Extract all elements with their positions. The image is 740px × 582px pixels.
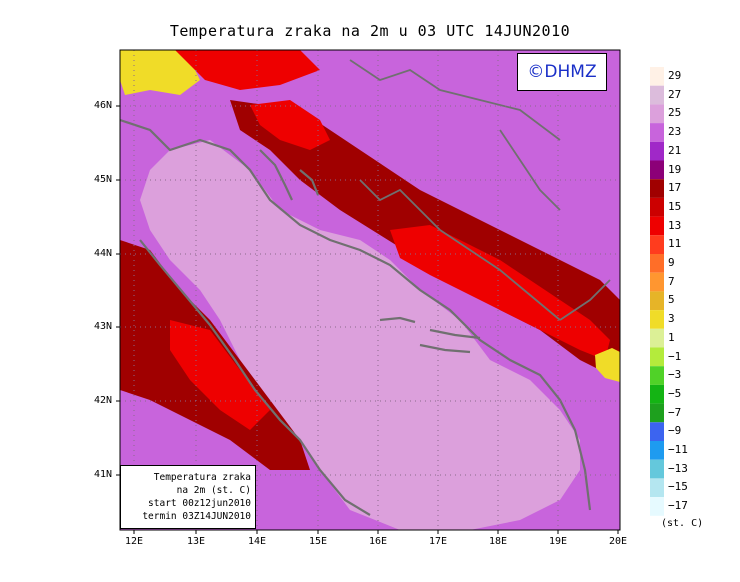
legend-swatch	[650, 328, 664, 348]
warm-zone-north	[175, 50, 320, 90]
legend-label: −3	[668, 368, 682, 382]
legend-swatch	[650, 422, 664, 441]
info-variable: Temperatura zraka	[153, 472, 251, 483]
lon-label-15e: 15E	[308, 536, 328, 547]
legend-label: −13	[668, 461, 688, 475]
lat-label-45n: 45N	[94, 174, 113, 185]
legend-label: 3	[668, 312, 675, 326]
legend-label: 5	[668, 293, 675, 307]
country-borders	[349, 59, 611, 321]
lon-label-16e: 16E	[368, 536, 388, 547]
lat-lon-grid	[120, 50, 620, 530]
lat-label-42n: 42N	[94, 395, 113, 406]
legend-swatch	[650, 384, 664, 404]
legend-unit: (st. C)	[661, 518, 704, 529]
hot-zone-istria	[250, 100, 330, 150]
lat-label-43n: 43N	[94, 321, 113, 332]
very-hot-spot-alps	[120, 50, 200, 95]
legend-swatch	[650, 478, 664, 498]
legend-label: 21	[668, 143, 682, 157]
legend-label: −15	[668, 480, 688, 494]
lon-label-17e: 17E	[428, 536, 448, 547]
legend-swatch	[650, 235, 664, 254]
legend-label: −1	[668, 349, 682, 363]
lat-label-46n: 46N	[94, 100, 113, 111]
axis-ticks	[116, 105, 619, 534]
hot-zone-italy	[170, 320, 270, 430]
legend-swatch	[650, 179, 664, 198]
legend-label: 27	[668, 87, 682, 101]
lon-label-14e: 14E	[247, 536, 267, 547]
legend-label: 9	[668, 256, 675, 269]
legend-swatch	[650, 403, 664, 423]
lon-label-12e: 12E	[124, 536, 144, 547]
legend-swatch	[650, 216, 664, 236]
legend-label: 29	[668, 69, 682, 82]
legend-label: 1	[668, 330, 675, 344]
legend-label: 23	[668, 125, 682, 139]
plot-frame	[119, 49, 621, 531]
dhmz-logo: ©DHMZ	[517, 53, 607, 91]
lat-label-41n: 41N	[94, 469, 113, 480]
legend-label: 11	[668, 237, 682, 251]
legend-swatch	[650, 310, 664, 329]
legend-color-bar	[650, 67, 664, 516]
legend-label: −7	[668, 405, 682, 419]
legend-label: 13	[668, 218, 682, 232]
legend-label: 25	[668, 106, 682, 120]
legend-swatch	[650, 347, 664, 367]
legend-swatch	[650, 254, 664, 273]
legend-label: −11	[668, 443, 688, 456]
legend-label: 17	[668, 181, 682, 195]
legend-label: 7	[668, 274, 675, 288]
lon-label-19e: 19E	[548, 536, 568, 547]
lon-label-18e: 18E	[488, 536, 508, 547]
legend-label: −17	[668, 499, 688, 513]
map-title: Temperatura zraka na 2m u 03 UTC 14JUN20…	[169, 22, 571, 40]
legend-swatch	[650, 104, 664, 124]
legend-swatch	[650, 85, 664, 105]
info-start: start 00z12jun2010	[148, 498, 251, 509]
legend-swatch	[650, 366, 664, 385]
legend-label: 19	[668, 162, 682, 176]
lon-label-20e: 20E	[608, 536, 628, 547]
legend-swatch	[650, 197, 664, 217]
run-info-box: Temperatura zraka na 2m (st. C) start 00…	[120, 465, 256, 529]
adriatic-sea-area	[140, 140, 580, 530]
legend-swatch	[650, 459, 664, 479]
legend-swatch	[650, 160, 664, 180]
legend-swatch	[650, 123, 664, 142]
legend-swatch	[650, 291, 664, 311]
info-termin: termin 03Z14JUN2010	[142, 511, 251, 522]
legend-label: −5	[668, 386, 682, 400]
legend-swatch	[650, 441, 664, 460]
very-hot-spot-albania	[595, 348, 620, 382]
lat-label-44n: 44N	[94, 248, 113, 259]
coastlines	[120, 118, 592, 516]
legend-swatch	[650, 67, 664, 86]
legend-label: −9	[668, 424, 682, 438]
lon-label-13e: 13E	[186, 536, 206, 547]
info-level-unit: na 2m (st. C)	[176, 485, 251, 496]
legend-swatch	[650, 497, 664, 516]
temperature-field	[120, 50, 620, 530]
legend-label: 15	[668, 199, 682, 213]
hot-zone-bosnia	[390, 225, 610, 360]
legend-swatch	[650, 141, 664, 161]
legend-swatch	[650, 272, 664, 292]
